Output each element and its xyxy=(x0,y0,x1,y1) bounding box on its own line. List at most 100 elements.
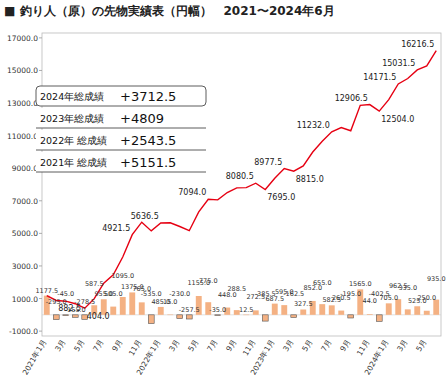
x-tick-label: 5月 xyxy=(186,338,200,354)
y-tick-label: 5000.0 xyxy=(12,229,38,238)
x-tick-label: 3月 xyxy=(395,338,409,354)
bar xyxy=(139,302,145,314)
annotation-bg xyxy=(36,130,206,150)
bar xyxy=(367,314,373,316)
bar xyxy=(129,292,135,314)
bar-label: -45.0 xyxy=(57,290,74,298)
bar xyxy=(272,304,278,315)
line-label: 7695.0 xyxy=(267,193,295,202)
line-label: 5636.5 xyxy=(131,212,159,221)
y-tick-label: 11000.0 xyxy=(7,132,38,141)
annotation-label: 2024年総成績 xyxy=(40,91,104,102)
bar xyxy=(177,315,183,319)
x-tick-label: 2024年1月 xyxy=(363,338,391,377)
bar-label: 12.5 xyxy=(239,306,253,314)
bar xyxy=(167,314,173,316)
plot-frame xyxy=(42,33,441,336)
y-tick-label: -1000.0 xyxy=(9,327,38,336)
line-label: 15031.5 xyxy=(382,59,415,68)
chart-root: ■ 釣り人（原）の先物実績表（円幅） 2021〜2024年6月 -1000.0 10… xyxy=(0,0,447,383)
bar xyxy=(253,310,259,314)
x-tick-label: 7月 xyxy=(91,338,105,354)
x-tick-label: 5月 xyxy=(72,338,86,354)
bar xyxy=(329,305,335,314)
bar xyxy=(158,307,164,315)
y-tick-label: 13000.0 xyxy=(7,99,38,108)
line-label: 7094.0 xyxy=(178,188,206,197)
bar xyxy=(300,309,306,314)
annotation-bg xyxy=(36,108,206,128)
line-label: 4921.5 xyxy=(102,224,130,233)
title: ■ 釣り人（原）の先物実績表（円幅） 2021〜2024年6月 xyxy=(4,4,335,18)
bar-label: 44.0 xyxy=(363,297,377,305)
line-label: 14171.5 xyxy=(363,73,396,82)
bar-label: 1177.5 xyxy=(35,287,58,295)
bar-label: 705.0 xyxy=(379,294,398,302)
bar-label: 775.0 xyxy=(199,277,218,285)
x-tick-label: 11月 xyxy=(241,338,258,358)
bar xyxy=(405,309,411,314)
bar xyxy=(338,311,344,315)
bar xyxy=(376,315,382,322)
x-tick-label: 11月 xyxy=(127,338,144,358)
y-tick xyxy=(39,70,42,71)
x-tick-label: 5月 xyxy=(300,338,314,354)
bar xyxy=(186,315,192,319)
bar xyxy=(424,311,430,315)
bar-label: 1095.0 xyxy=(111,272,134,280)
bar-label: -195.0 xyxy=(340,290,361,298)
annotation-rule xyxy=(36,172,206,173)
bar xyxy=(262,315,268,321)
bar-label: -257.5 xyxy=(179,306,200,314)
bar xyxy=(319,304,325,315)
y-tick-label: 7000.0 xyxy=(12,197,38,206)
annotation-label: 2022年 総成績 xyxy=(40,135,107,146)
x-tick-label: 9月 xyxy=(110,338,124,354)
y-tick-label: 17000.0 xyxy=(7,34,38,43)
bar xyxy=(110,307,116,315)
annotation-value: +3712.5 xyxy=(120,89,176,104)
line-label: 8815.0 xyxy=(296,175,324,184)
y-tick-label: 9000.0 xyxy=(12,164,38,173)
x-tick-label: 2022年1月 xyxy=(135,338,163,377)
y-tick-label: 3000.0 xyxy=(12,262,38,271)
line-label: 882.5 xyxy=(58,304,81,313)
line-label: 11232.0 xyxy=(297,121,330,130)
x-tick-label: 3月 xyxy=(53,338,67,354)
bar xyxy=(433,300,439,315)
x-tick-label: 2021年1月 xyxy=(21,338,49,377)
bar-label: 288.5 xyxy=(227,285,246,293)
bar-label: -535.0 xyxy=(141,290,162,298)
line-label: 16216.5 xyxy=(401,40,434,49)
bar-label: 327.5 xyxy=(294,300,313,308)
annotation-label: 2023年総成績 xyxy=(40,113,104,124)
bar-label: -35.0 xyxy=(209,306,226,314)
bar-label: 15.0 xyxy=(163,298,177,306)
x-tick-label: 5月 xyxy=(414,338,428,354)
line-label: 12906.5 xyxy=(335,94,368,103)
bar xyxy=(72,315,78,318)
x-tick-label: 7月 xyxy=(205,338,219,354)
line-label: 12504.0 xyxy=(381,115,414,124)
y-tick xyxy=(39,331,42,332)
bar xyxy=(63,314,69,316)
y-tick-label: 1000.0 xyxy=(12,295,38,304)
line-label: 8080.5 xyxy=(226,172,254,181)
chart: ■ 釣り人（原）の先物実績表（円幅） 2021〜2024年6月 -1000.0 10… xyxy=(0,0,447,383)
bar xyxy=(386,303,392,314)
x-tick-label: 9月 xyxy=(224,338,238,354)
bar xyxy=(281,305,287,315)
bar xyxy=(291,315,297,318)
bar xyxy=(348,315,354,318)
annotation-bg xyxy=(36,152,206,172)
annotation-rule xyxy=(36,128,206,129)
x-tick-label: 11月 xyxy=(355,338,372,358)
annotation-value: +2543.5 xyxy=(120,133,176,148)
annotation-rule xyxy=(36,150,206,151)
bar xyxy=(53,315,59,320)
line-label: 404.0 xyxy=(87,312,110,321)
annotation-box xyxy=(36,86,206,106)
bar-label: 335.0 xyxy=(398,284,417,292)
bar-label: 655.0 xyxy=(313,279,332,287)
y-tick xyxy=(39,200,42,201)
